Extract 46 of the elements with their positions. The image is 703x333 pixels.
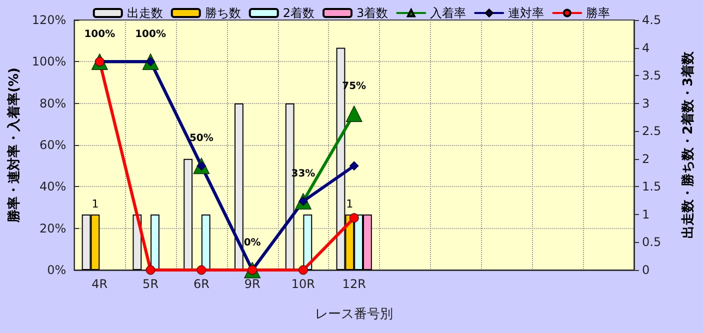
y-tick-label: 60% <box>40 138 66 152</box>
data-label: 100% <box>135 28 166 40</box>
point <box>146 265 156 275</box>
legend-label: 出走数 <box>126 6 163 20</box>
legend-label: 勝率 <box>586 6 610 20</box>
point <box>349 213 359 223</box>
x-tick-label: 9R <box>244 277 260 291</box>
legend-label: 2着数 <box>282 6 315 20</box>
legend-label: 3着数 <box>356 6 388 20</box>
x-tick-label: 12R <box>342 277 366 291</box>
y-tick-label: 80% <box>40 96 66 110</box>
x-tick-label: 6R <box>193 277 210 291</box>
y2-tick-label: 0 <box>642 263 650 277</box>
data-label: 0% <box>244 237 261 248</box>
data-label: 100% <box>84 28 116 40</box>
bar <box>234 103 244 270</box>
point <box>298 265 308 275</box>
x-tick-label: 5R <box>142 277 159 291</box>
y-tick-label: 40% <box>40 180 66 194</box>
y2-tick-label: 4.5 <box>642 13 662 27</box>
y-tick-label: 20% <box>40 221 66 236</box>
x-tick-label: 10R <box>291 277 316 291</box>
y2-tick-label: 4 <box>642 40 650 55</box>
point <box>196 265 206 275</box>
point <box>346 106 362 122</box>
y-tick-label: 0% <box>47 263 66 277</box>
y2-tick-label: 3.5 <box>642 68 662 83</box>
y2-tick-label: 2.5 <box>642 124 662 138</box>
y2-tick-label: 1 <box>642 207 650 222</box>
legend-label: 入着率 <box>430 6 466 20</box>
y2-tick-label: 3 <box>642 96 650 110</box>
data-label: 50% <box>189 133 214 144</box>
legend-label: 連対率 <box>508 6 544 20</box>
y-axis-title: 勝率・連対率・入着率(%) <box>6 68 22 224</box>
point <box>349 161 359 171</box>
data-label: 1 <box>346 197 354 210</box>
x-tick-label: 4R <box>92 277 108 291</box>
y-tick-label: 120% <box>32 13 66 27</box>
y-tick-label: 100% <box>32 54 66 69</box>
y2-tick-label: 2 <box>642 152 650 166</box>
y2-tick-label: 1.5 <box>642 180 662 194</box>
data-label: 1 <box>92 197 99 210</box>
y2-tick-label: 0.5 <box>642 235 662 250</box>
x-axis-title: レース番号別 <box>315 307 394 322</box>
y2-axis-title: 出走数・勝ち数・2着数・3着数 <box>680 50 696 239</box>
legend-label: 勝ち数 <box>204 6 241 20</box>
